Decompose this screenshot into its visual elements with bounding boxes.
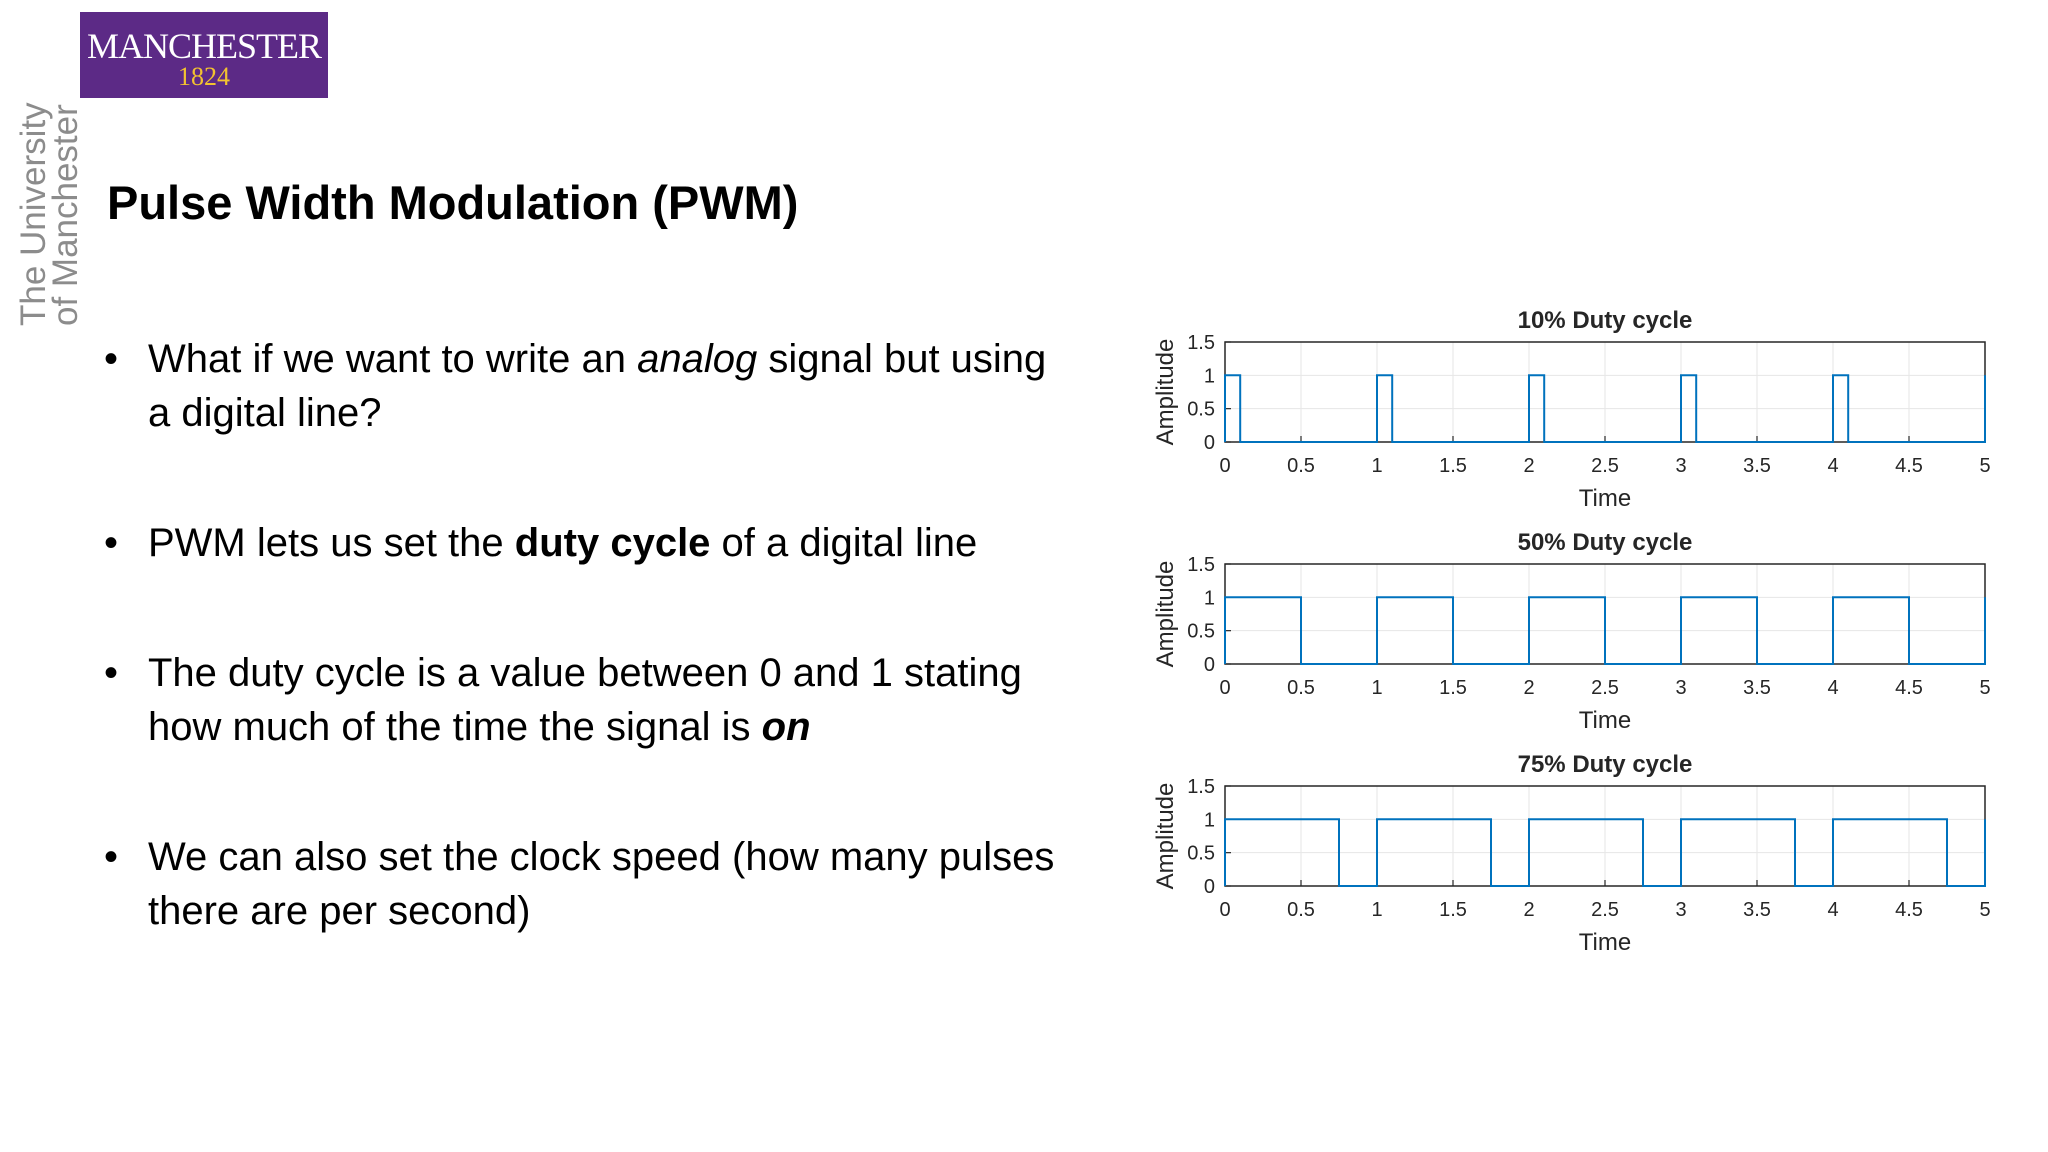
x-tick-label: 1.5 xyxy=(1439,677,1467,699)
university-logo: MANCHESTER 1824 xyxy=(80,12,328,98)
y-tick-label: 0 xyxy=(1204,654,1215,676)
y-axis-label: Amplitude xyxy=(1152,783,1179,890)
y-tick-label: 1.5 xyxy=(1187,776,1215,798)
side-text-line-2: of Manchester xyxy=(46,104,85,326)
x-tick-label: 5 xyxy=(1979,455,1990,477)
x-tick-label: 2 xyxy=(1523,899,1534,921)
bullet-item: The duty cycle is a value between 0 and … xyxy=(100,646,1060,754)
x-tick-label: 4 xyxy=(1827,677,1838,699)
x-tick-label: 0.5 xyxy=(1287,455,1315,477)
bullet-text: What if we want to write an xyxy=(148,337,638,381)
x-tick-label: 2.5 xyxy=(1591,455,1619,477)
logo-name: MANCHESTER xyxy=(86,26,322,66)
x-tick-label: 5 xyxy=(1979,677,1990,699)
x-tick-label: 0 xyxy=(1219,677,1230,699)
y-tick-label: 0.5 xyxy=(1187,843,1215,865)
y-tick-label: 1 xyxy=(1204,809,1215,831)
x-tick-label: 3 xyxy=(1675,899,1686,921)
x-tick-label: 2 xyxy=(1523,677,1534,699)
x-tick-label: 4 xyxy=(1827,455,1838,477)
x-tick-label: 3 xyxy=(1675,455,1686,477)
y-axis-label: Amplitude xyxy=(1152,561,1179,668)
bullet-text: on xyxy=(761,705,811,749)
university-side-text: The University of Manchester xyxy=(14,96,85,326)
x-tick-label: 2.5 xyxy=(1591,677,1619,699)
y-tick-label: 0.5 xyxy=(1187,621,1215,643)
bullet-item: PWM lets us set the duty cycle of a digi… xyxy=(100,516,1060,570)
y-tick-label: 0.5 xyxy=(1187,399,1215,421)
pwm-signal-line xyxy=(1224,596,1986,665)
x-tick-label: 0.5 xyxy=(1287,677,1315,699)
x-tick-label: 2.5 xyxy=(1591,899,1619,921)
x-tick-label: 3 xyxy=(1675,677,1686,699)
x-tick-label: 1.5 xyxy=(1439,455,1467,477)
x-tick-label: 1 xyxy=(1371,455,1382,477)
bullet-text: PWM lets us set the xyxy=(148,521,515,565)
duty-chart-3: 0 0.5 1 1.5 2 2.5 3 3.5 4 4.5 5 0 0.5 1 1.5 75% Duty cy… xyxy=(1152,751,1991,956)
bullet-text: of a digital line xyxy=(710,521,978,565)
x-tick-label: 3.5 xyxy=(1743,455,1771,477)
duty-chart-2: 0 0.5 1 1.5 2 2.5 3 3.5 4 4.5 5 0 0.5 1 1.5 50% Duty cy… xyxy=(1152,529,1991,734)
x-axis-label: Time xyxy=(1579,707,1631,734)
chart-title: 50% Duty cycle xyxy=(1518,529,1693,556)
y-tick-label: 1 xyxy=(1204,365,1215,387)
x-tick-label: 0 xyxy=(1219,455,1230,477)
bullet-text: We can also set the clock speed (how man… xyxy=(148,835,1055,933)
bullet-item: We can also set the clock speed (how man… xyxy=(100,830,1060,938)
bullet-text: analog xyxy=(637,337,758,381)
chart-title: 75% Duty cycle xyxy=(1518,751,1693,778)
y-tick-label: 1.5 xyxy=(1187,332,1215,354)
chart-title: 10% Duty cycle xyxy=(1518,307,1693,334)
x-tick-label: 4.5 xyxy=(1895,677,1923,699)
y-tick-label: 1.5 xyxy=(1187,554,1215,576)
y-axis-label: Amplitude xyxy=(1152,339,1179,446)
y-tick-label: 0 xyxy=(1204,432,1215,454)
y-tick-label: 0 xyxy=(1204,876,1215,898)
y-tick-label: 1 xyxy=(1204,587,1215,609)
x-tick-label: 3.5 xyxy=(1743,899,1771,921)
x-tick-label: 4.5 xyxy=(1895,899,1923,921)
x-axis-label: Time xyxy=(1579,929,1631,956)
pwm-signal-line xyxy=(1224,374,1986,443)
slide-title: Pulse Width Modulation (PWM) xyxy=(107,176,799,229)
duty-cycle-charts: 0 0.5 1 1.5 2 2.5 3 3.5 4 4.5 5 0 0.5 1 1.5 10% Duty cy… xyxy=(1120,290,2020,980)
x-tick-label: 3.5 xyxy=(1743,677,1771,699)
pwm-signal-line xyxy=(1224,818,1986,887)
duty-cycle-charts-svg: 0 0.5 1 1.5 2 2.5 3 3.5 4 4.5 5 0 0.5 1 1.5 10% Duty cy… xyxy=(1152,307,1991,956)
x-axis-label: Time xyxy=(1579,485,1631,512)
x-tick-label: 0.5 xyxy=(1287,899,1315,921)
bullet-item: What if we want to write an analog signa… xyxy=(100,332,1060,440)
logo-year: 1824 xyxy=(178,62,230,91)
bullet-text: duty cycle xyxy=(514,521,711,565)
bullet-list: What if we want to write an analog signa… xyxy=(100,332,1060,938)
x-tick-label: 0 xyxy=(1219,899,1230,921)
x-tick-label: 1.5 xyxy=(1439,899,1467,921)
x-tick-label: 4.5 xyxy=(1895,455,1923,477)
x-tick-label: 2 xyxy=(1523,455,1534,477)
bullet-text: The duty cycle is a value between 0 and … xyxy=(148,651,1022,749)
x-tick-label: 1 xyxy=(1371,677,1382,699)
bullet-text: signal but using a digital line? xyxy=(148,337,1047,435)
x-tick-label: 4 xyxy=(1827,899,1838,921)
x-tick-label: 5 xyxy=(1979,899,1990,921)
duty-chart-1: 0 0.5 1 1.5 2 2.5 3 3.5 4 4.5 5 0 0.5 1 1.5 10% Duty cy… xyxy=(1152,307,1991,512)
x-tick-label: 1 xyxy=(1371,899,1382,921)
